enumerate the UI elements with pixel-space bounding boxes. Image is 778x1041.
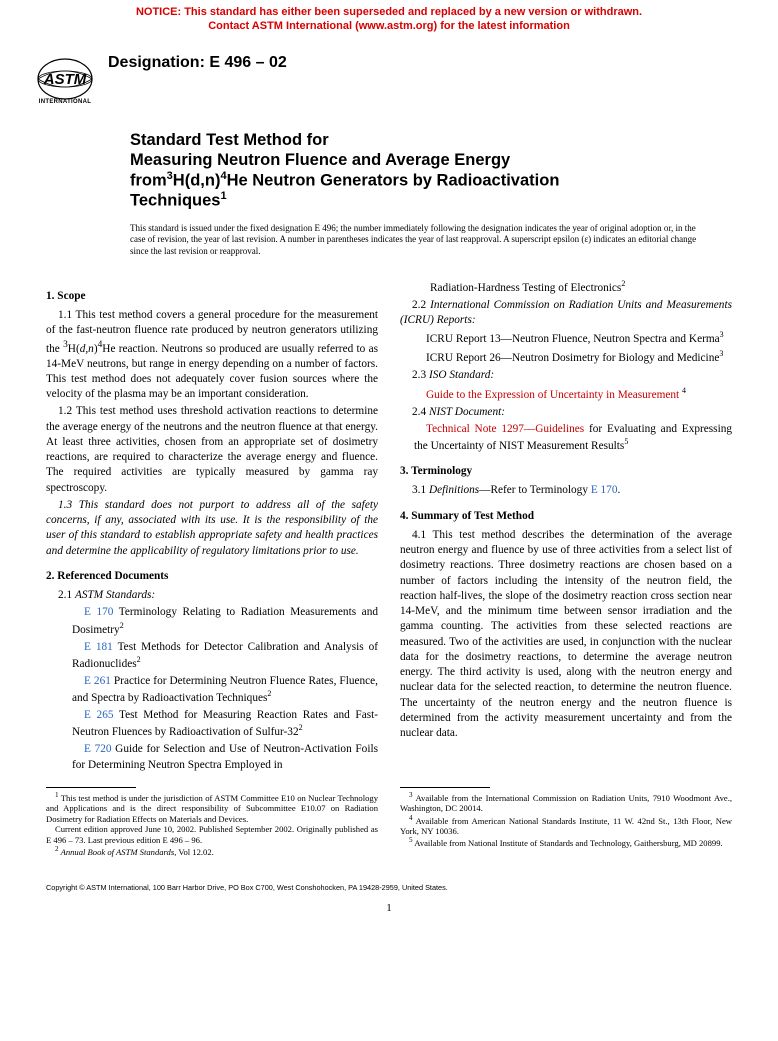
logo-under-text: INTERNATIONAL xyxy=(39,99,91,105)
footnote-col-left: 1 This test method is under the jurisdic… xyxy=(46,791,378,858)
footnote-rules xyxy=(0,783,778,791)
page: NOTICE: This standard has either been su… xyxy=(0,0,778,1041)
para-1-2: 1.2 This test method uses threshold acti… xyxy=(46,404,378,496)
designation: Designation: E 496 – 02 xyxy=(98,44,287,72)
footnote-4: 4 Available from American National Stand… xyxy=(400,814,732,837)
ref-iso-guide: Guide to the Expression of Uncertainty i… xyxy=(400,386,732,403)
footnote-5: 5 Available from National Institute of S… xyxy=(400,836,732,848)
title-line2b: from xyxy=(130,171,167,189)
para-2-3: 2.3 ISO Standard: xyxy=(400,368,732,383)
copyright: Copyright © ASTM International, 100 Barr… xyxy=(0,869,778,892)
para-3-1: 3.1 Definitions—Refer to Terminology E 1… xyxy=(400,483,732,498)
link-e720[interactable]: E 720 xyxy=(84,743,112,755)
para-4-1: 4.1 This test method describes the deter… xyxy=(400,528,732,742)
footnote-rule-right xyxy=(400,787,490,788)
link-nist-1297[interactable]: Technical Note 1297—Guidelines xyxy=(426,423,584,435)
ref-e261: E 261 Practice for Determining Neutron F… xyxy=(46,674,378,706)
para-1-1: 1.1 This test method covers a general pr… xyxy=(46,308,378,402)
title-line3: Techniques xyxy=(130,192,220,210)
svg-text:ASTM: ASTM xyxy=(43,71,87,88)
para-2-2: 2.2 International Commission on Radiatio… xyxy=(400,298,732,329)
link-e181[interactable]: E 181 xyxy=(84,641,113,653)
para-1-3: 1.3 This standard does not purport to ad… xyxy=(46,498,378,559)
sec-4-summ-head: 4. Summary of Test Method xyxy=(400,509,732,524)
title-line2a: Measuring Neutron Fluence and Average En… xyxy=(130,151,510,169)
footnote-col-right: 3 Available from the International Commi… xyxy=(400,791,732,858)
para-2-1: 2.1 ASTM Standards: xyxy=(46,588,378,603)
column-right: Radiation-Hardness Testing of Electronic… xyxy=(400,279,732,775)
body-columns: 1. Scope 1.1 This test method covers a g… xyxy=(0,257,778,783)
title-line1: Standard Test Method for xyxy=(130,131,329,149)
footnotes: 1 This test method is under the jurisdic… xyxy=(0,791,778,870)
footnote-1: 1 This test method is under the jurisdic… xyxy=(46,791,378,824)
astm-logo: ASTM INTERNATIONAL xyxy=(32,46,98,112)
issued-note: This standard is issued under the fixed … xyxy=(0,211,778,257)
footnote-rule-left xyxy=(46,787,136,788)
ref-icru13: ICRU Report 13—Neutron Fluence, Neutron … xyxy=(400,330,732,347)
ref-e720-cont: Radiation-Hardness Testing of Electronic… xyxy=(400,279,732,296)
title-block: Standard Test Method for Measuring Neutr… xyxy=(0,112,778,212)
link-e261[interactable]: E 261 xyxy=(84,675,111,687)
astm-logo-icon: ASTM xyxy=(35,53,95,101)
notice-line1: NOTICE: This standard has either been su… xyxy=(136,6,642,18)
notice-line2: Contact ASTM International (www.astm.org… xyxy=(208,20,570,32)
footnote-2: 2 Annual Book of ASTM Standards, Vol 12.… xyxy=(46,845,378,857)
ref-e170: E 170 Terminology Relating to Radiation … xyxy=(46,605,378,637)
sec-1-scope-head: 1. Scope xyxy=(46,289,378,304)
title-footnote-1: 1 xyxy=(220,190,226,202)
sec-2-refs-head: 2. Referenced Documents xyxy=(46,569,378,584)
link-e265[interactable]: E 265 xyxy=(84,709,114,721)
link-e170[interactable]: E 170 xyxy=(84,606,113,618)
sec-3-term-head: 3. Terminology xyxy=(400,464,732,479)
title-line2f: He Neutron Generators by Radioactivation xyxy=(227,171,560,189)
page-number: 1 xyxy=(0,892,778,932)
notice-banner: NOTICE: This standard has either been su… xyxy=(0,0,778,38)
title-line2d: H(d,n) xyxy=(173,171,221,189)
header-row: ASTM INTERNATIONAL Designation: E 496 – … xyxy=(0,38,778,112)
link-e170-term[interactable]: E 170 xyxy=(591,484,618,496)
ref-e720: E 720 Guide for Selection and Use of Neu… xyxy=(46,742,378,773)
column-left: 1. Scope 1.1 This test method covers a g… xyxy=(46,279,378,775)
ref-nist: Technical Note 1297—Guidelines for Evalu… xyxy=(400,422,732,454)
ref-e181: E 181 Test Methods for Detector Calibrat… xyxy=(46,640,378,672)
footnote-1b: Current edition approved June 10, 2002. … xyxy=(46,824,378,845)
ref-e265: E 265 Test Method for Measuring Reaction… xyxy=(46,708,378,740)
footnote-3: 3 Available from the International Commi… xyxy=(400,791,732,814)
ref-icru26: ICRU Report 26—Neutron Dosimetry for Bio… xyxy=(400,349,732,366)
link-iso-guide[interactable]: Guide to the Expression of Uncertainty i… xyxy=(426,388,679,400)
para-2-4: 2.4 NIST Document: xyxy=(400,405,732,420)
